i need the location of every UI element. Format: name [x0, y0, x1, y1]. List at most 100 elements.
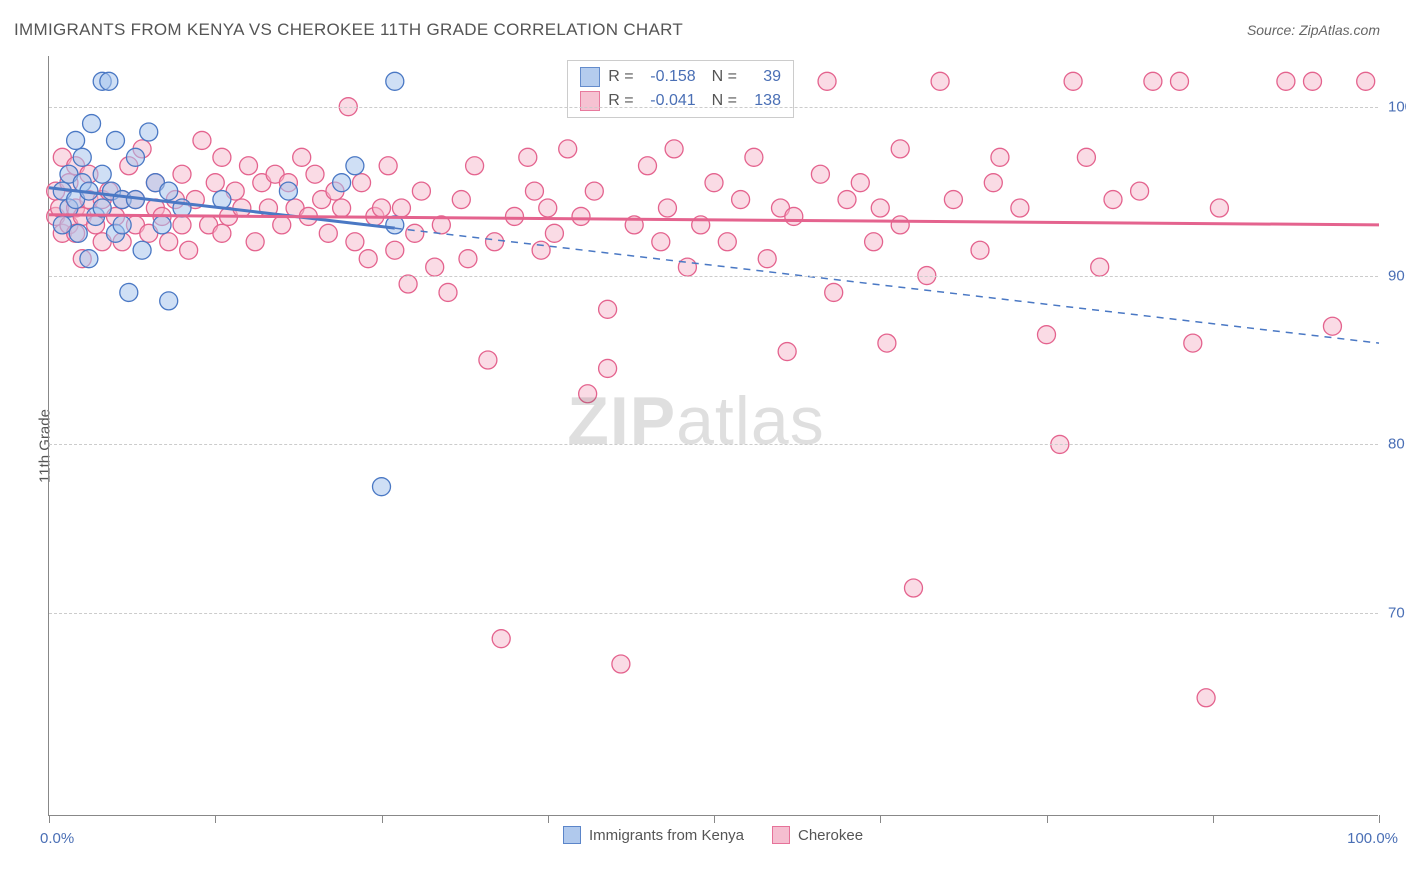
y-tick-label: 90.0% [1388, 267, 1406, 284]
x-tick [1213, 815, 1214, 823]
series-legend: Immigrants from KenyaCherokee [48, 826, 1378, 848]
data-point [193, 131, 211, 149]
data-point [73, 148, 91, 166]
x-tick [548, 815, 549, 823]
data-point [93, 165, 111, 183]
x-tick [880, 815, 881, 823]
data-point [818, 72, 836, 90]
data-point [69, 224, 87, 242]
data-point [107, 131, 125, 149]
data-point [160, 233, 178, 251]
data-point [373, 478, 391, 496]
data-point [891, 216, 909, 234]
data-point [665, 140, 683, 158]
data-point [778, 343, 796, 361]
data-point [1304, 72, 1322, 90]
data-point [180, 241, 198, 259]
data-point [113, 216, 131, 234]
data-point [233, 199, 251, 217]
data-point [905, 579, 923, 597]
data-point [1091, 258, 1109, 276]
data-point [333, 199, 351, 217]
data-point [466, 157, 484, 175]
y-tick-label: 100.0% [1388, 98, 1406, 115]
x-tick [714, 815, 715, 823]
data-point [1171, 72, 1189, 90]
data-point [1011, 199, 1029, 217]
data-point [718, 233, 736, 251]
data-point [1077, 148, 1095, 166]
data-point [506, 207, 524, 225]
data-point [213, 148, 231, 166]
x-tick [382, 815, 383, 823]
legend-r-value: -0.041 [642, 89, 696, 113]
legend-row: R =-0.158N =39 [580, 65, 781, 89]
data-point [745, 148, 763, 166]
legend-n-label: N = [712, 89, 737, 113]
data-point [639, 157, 657, 175]
data-point [346, 157, 364, 175]
data-point [173, 165, 191, 183]
data-point [1131, 182, 1149, 200]
data-point [971, 241, 989, 259]
data-point [353, 174, 371, 192]
legend-swatch [563, 826, 581, 844]
legend-r-value: -0.158 [642, 65, 696, 89]
data-point [599, 359, 617, 377]
data-point [785, 207, 803, 225]
data-point [1277, 72, 1295, 90]
data-point [1184, 334, 1202, 352]
trend-line-dashed [395, 228, 1379, 343]
data-point [412, 182, 430, 200]
data-point [811, 165, 829, 183]
data-point [426, 258, 444, 276]
data-point [160, 182, 178, 200]
chart-container: IMMIGRANTS FROM KENYA VS CHEROKEE 11TH G… [0, 0, 1406, 892]
legend-n-value: 39 [745, 65, 781, 89]
data-point [213, 224, 231, 242]
data-point [486, 233, 504, 251]
data-point [585, 182, 603, 200]
data-point [67, 131, 85, 149]
data-point [160, 292, 178, 310]
data-point [838, 191, 856, 209]
data-point [539, 199, 557, 217]
data-point [658, 199, 676, 217]
data-point [83, 115, 101, 133]
x-tick [1379, 815, 1380, 823]
data-point [126, 148, 144, 166]
chart-title: IMMIGRANTS FROM KENYA VS CHEROKEE 11TH G… [14, 20, 683, 40]
data-point [359, 250, 377, 268]
x-tick [1047, 815, 1048, 823]
data-point [878, 334, 896, 352]
data-point [386, 72, 404, 90]
data-point [851, 174, 869, 192]
data-point [599, 300, 617, 318]
data-point [1357, 72, 1375, 90]
data-point [579, 385, 597, 403]
data-point [1104, 191, 1122, 209]
gridline-h [49, 613, 1378, 614]
data-point [293, 148, 311, 166]
source-attribution: Source: ZipAtlas.com [1247, 22, 1380, 38]
data-point [519, 148, 537, 166]
data-point [931, 72, 949, 90]
data-point [173, 216, 191, 234]
data-point [1197, 689, 1215, 707]
data-point [559, 140, 577, 158]
data-point [346, 233, 364, 251]
data-point [140, 123, 158, 141]
y-tick-label: 80.0% [1388, 436, 1406, 453]
data-point [319, 224, 337, 242]
data-point [532, 241, 550, 259]
data-point [572, 207, 590, 225]
gridline-h [49, 444, 1378, 445]
data-point [333, 174, 351, 192]
data-point [545, 224, 563, 242]
legend-swatch [772, 826, 790, 844]
plot-area: ZIPatlas R =-0.158N =39R =-0.041N =138 7… [48, 56, 1378, 816]
data-point [891, 140, 909, 158]
data-point [1210, 199, 1228, 217]
data-point [991, 148, 1009, 166]
data-point [279, 182, 297, 200]
